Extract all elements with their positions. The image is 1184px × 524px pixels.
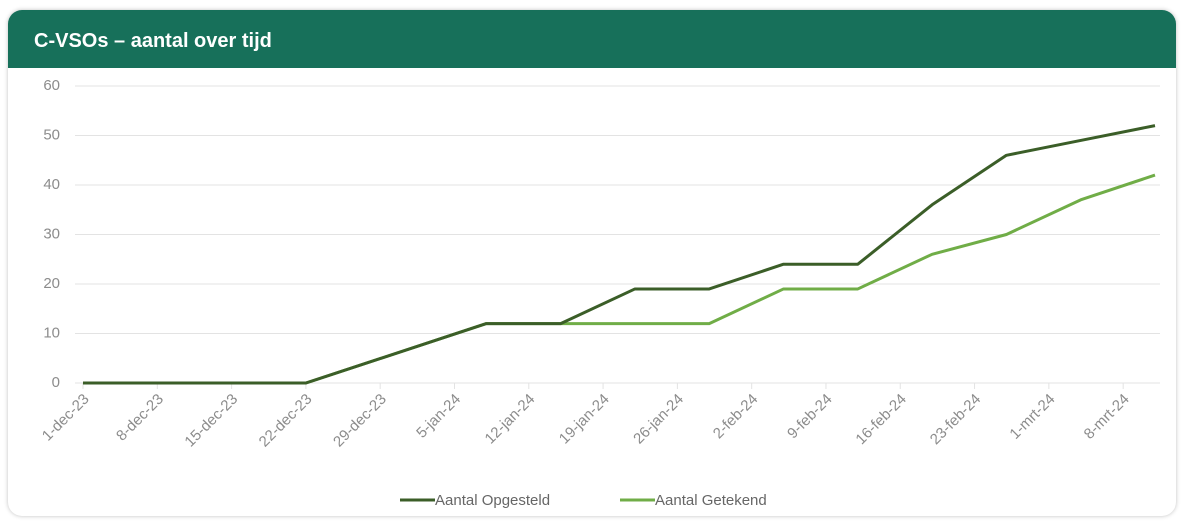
x-tick-label: 8-mrt-24 (1081, 391, 1133, 443)
x-tick-label: 23-feb-24 (927, 391, 984, 448)
y-tick-label: 0 (52, 374, 60, 391)
series-line (83, 124, 1156, 385)
y-tick-label: 40 (43, 176, 60, 193)
y-tick-label: 30 (43, 225, 60, 242)
chart-card: C-VSOs – aantal over tijd (8, 10, 1176, 516)
x-tick-label: 5-jan-24 (413, 391, 464, 442)
y-tick-label: 60 (43, 77, 60, 94)
x-tick-label: 15-dec-23 (181, 391, 241, 451)
series-line (83, 173, 1156, 385)
legend-label: Aantal Getekend (655, 492, 767, 509)
y-tick-label: 10 (43, 324, 60, 341)
x-tick-label: 2-feb-24 (710, 391, 762, 443)
x-tick-label: 16-feb-24 (852, 391, 909, 448)
x-tick-label: 1-mrt-24 (1006, 391, 1058, 443)
x-tick-label: 1-dec-23 (39, 391, 93, 445)
chart-title: C-VSOs – aantal over tijd (34, 30, 272, 52)
x-tick-label: 19-jan-24 (556, 391, 613, 448)
x-tick-label: 8-dec-23 (113, 391, 167, 445)
y-tick-label: 50 (43, 126, 60, 143)
x-tick-label: 22-dec-23 (256, 391, 316, 451)
y-tick-label: 20 (43, 275, 60, 292)
header: C-VSOs – aantal over tijd (8, 10, 1176, 68)
legend-label: Aantal Opgesteld (435, 492, 550, 509)
x-tick-label: 26-jan-24 (630, 391, 687, 448)
x-tick-label: 29-dec-23 (330, 391, 390, 451)
x-tick-label: 9-feb-24 (784, 391, 836, 443)
x-tick-label: 12-jan-24 (482, 391, 539, 448)
